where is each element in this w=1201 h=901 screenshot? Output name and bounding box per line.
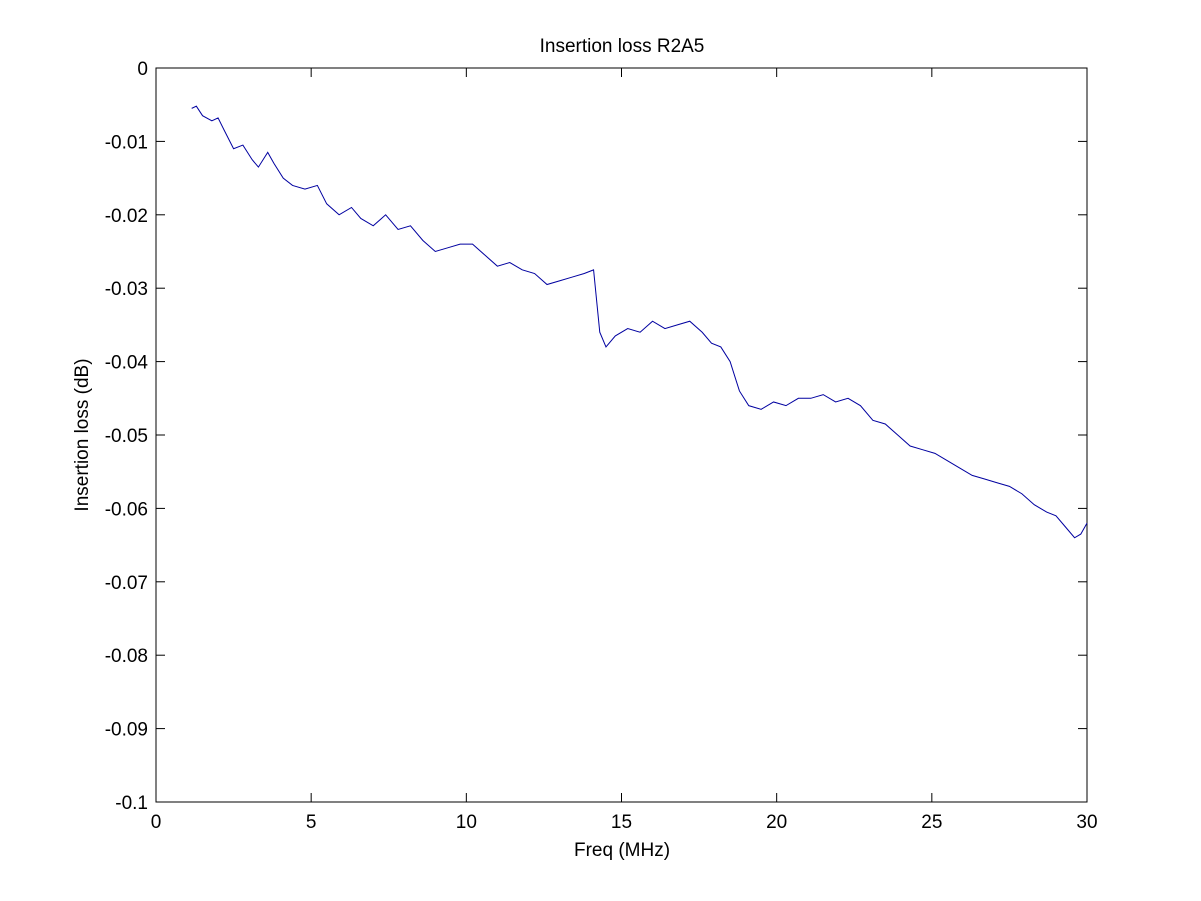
y-tick-label: -0.08 [105,646,148,667]
y-tick-label: -0.07 [105,573,148,594]
y-tick-label: -0.03 [105,279,148,300]
x-tick-label: 30 [1076,812,1097,833]
x-axis-label: Freq (MHz) [574,840,670,861]
y-tick-label: -0.05 [105,426,148,447]
x-tick-label: 15 [611,812,632,833]
y-axis-label: Insertion loss (dB) [72,358,93,511]
y-tick-label: -0.01 [105,132,148,153]
y-tick-label: -0.02 [105,206,148,227]
x-tick-label: 5 [306,812,317,833]
y-tick-label: -0.09 [105,720,148,741]
y-tick-label: -0.1 [115,793,148,814]
axis-tick-labels: 0 5 10 15 20 25 30 0 -0.01 -0.02 -0.03 -0.04 -0.05 -0… [105,59,1098,833]
y-tick-label: -0.04 [105,353,149,374]
x-tick-label: 20 [766,812,787,833]
x-tick-label: 25 [921,812,942,833]
y-tick-label: 0 [137,59,148,80]
x-tick-label: 10 [456,812,477,833]
series-line [191,105,1088,539]
chart-title: Insertion loss R2A5 [540,36,705,57]
x-tick-label: 0 [151,812,162,833]
y-tick-label: -0.06 [105,499,148,520]
axis-ticks [155,67,1088,803]
